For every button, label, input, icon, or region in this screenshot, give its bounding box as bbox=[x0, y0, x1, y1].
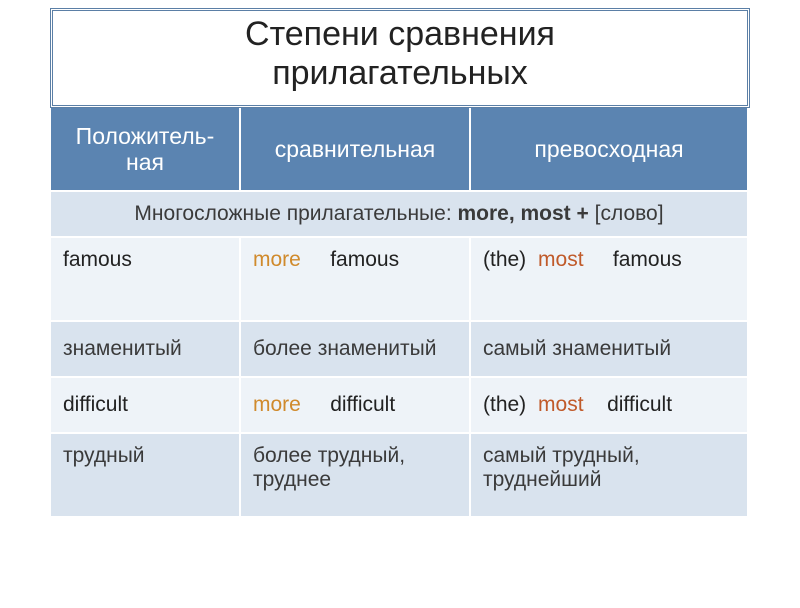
rule-bold: more, most + bbox=[457, 202, 594, 225]
hdr-pos-1: Положитель- bbox=[76, 123, 215, 149]
famous-comp-word: famous bbox=[330, 248, 399, 271]
famous-the: (the) bbox=[483, 248, 526, 271]
cell-difficult-ru-pos: трудный bbox=[51, 434, 241, 518]
title-line-2: прилагательных bbox=[272, 54, 528, 92]
cell-difficult-sup: (the) most difficult bbox=[471, 378, 749, 434]
cell-difficult-comp: more difficult bbox=[241, 378, 471, 434]
col-header-comparative: сравнительная bbox=[241, 108, 471, 192]
cell-difficult-pos: difficult bbox=[51, 378, 241, 434]
rule-prefix: Многосложные прилагательные: bbox=[134, 202, 457, 225]
cell-difficult-ru-sup: самый трудный, труднейший bbox=[471, 434, 749, 518]
col-header-superlative: превосходная bbox=[471, 108, 749, 192]
difficult-the: (the) bbox=[483, 393, 526, 416]
difficult-sup-word: difficult bbox=[607, 393, 672, 416]
difficult-most: most bbox=[538, 393, 584, 416]
title: Степени сравнения прилагательных bbox=[53, 15, 747, 93]
col-header-positive: Положитель- ная bbox=[51, 108, 241, 192]
difficult-more: more bbox=[253, 393, 301, 416]
hdr-pos-2: ная bbox=[126, 149, 164, 175]
title-frame: Степени сравнения прилагательных bbox=[50, 8, 750, 108]
rule-suffix: [слово] bbox=[595, 202, 664, 225]
difficult-comp-word: difficult bbox=[330, 393, 395, 416]
cell-famous-ru-pos: знаменитый bbox=[51, 322, 241, 378]
famous-pos: famous bbox=[63, 248, 132, 272]
famous-most: most bbox=[538, 248, 584, 271]
comparison-table: Положитель- ная сравнительная превосходн… bbox=[50, 108, 750, 518]
famous-more: more bbox=[253, 248, 301, 271]
title-line-1: Степени сравнения bbox=[245, 15, 555, 53]
cell-difficult-ru-comp: более трудный, труднее bbox=[241, 434, 471, 518]
rule-row: Многосложные прилагательные: more, most … bbox=[51, 192, 749, 238]
cell-famous-comp: more famous bbox=[241, 238, 471, 322]
cell-famous-sup: (the) most famous bbox=[471, 238, 749, 322]
difficult-pos: difficult bbox=[63, 393, 128, 417]
cell-famous-ru-comp: более знаменитый bbox=[241, 322, 471, 378]
cell-famous-ru-sup: самый знаменитый bbox=[471, 322, 749, 378]
cell-famous-pos: famous bbox=[51, 238, 241, 322]
famous-sup-word: famous bbox=[613, 248, 682, 271]
